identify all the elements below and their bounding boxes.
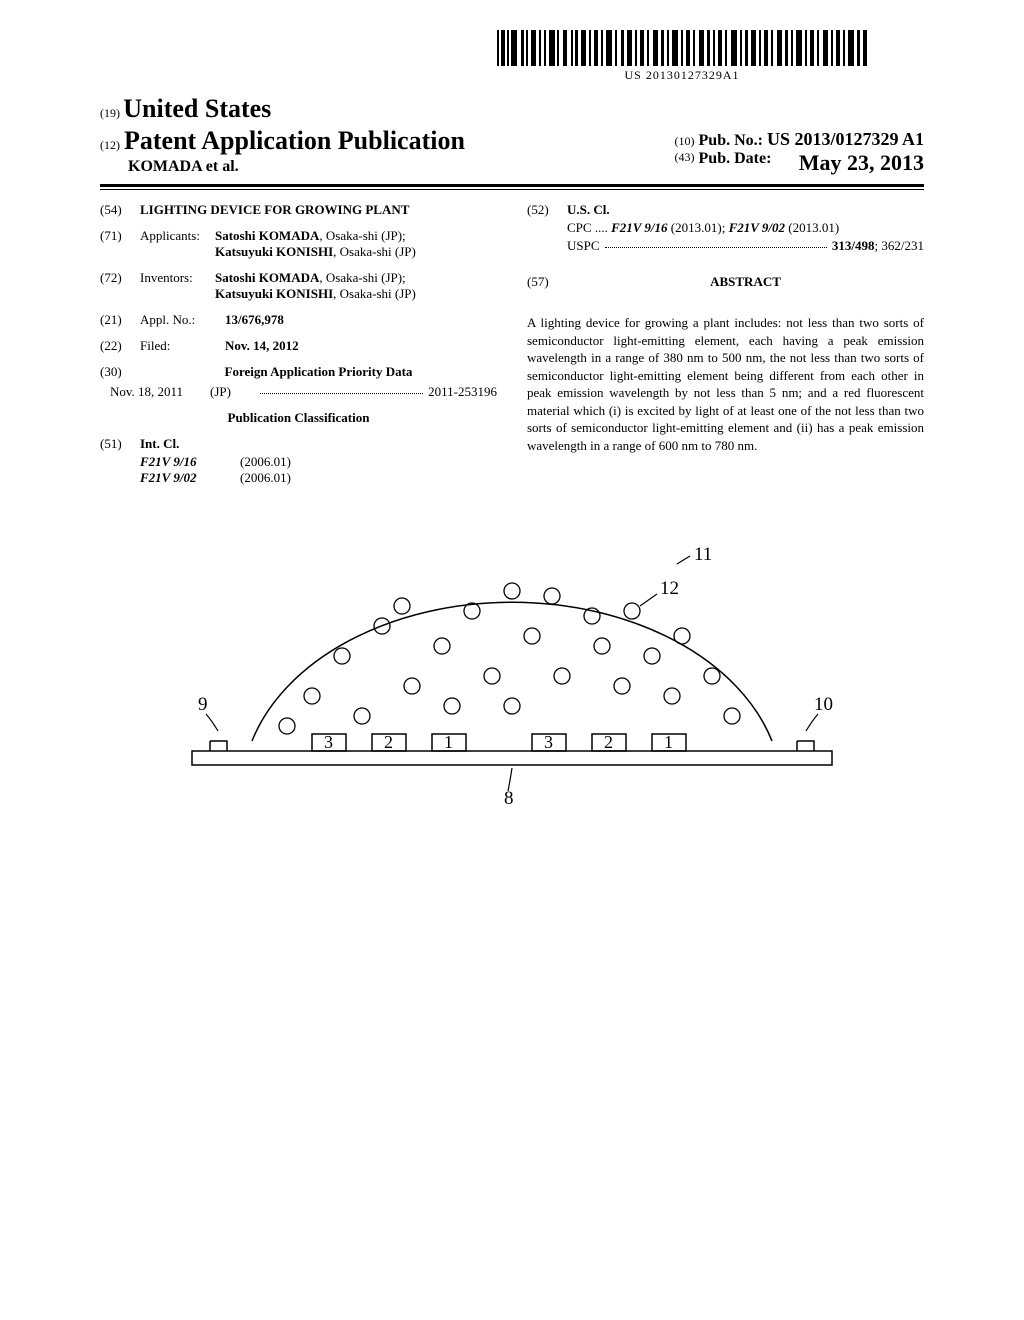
title-num: (54) <box>100 202 140 218</box>
abstract-heading: ABSTRACT <box>567 274 924 290</box>
foreign-priority-heading: Foreign Application Priority Data <box>140 364 497 380</box>
barcode-number: US 20130127329A1 <box>497 68 867 83</box>
pub-date-prefix: (43) <box>675 150 695 176</box>
applno-value: 13/676,978 <box>225 312 497 328</box>
inventors-num: (72) <box>100 270 140 302</box>
priority-country: (JP) <box>210 384 255 400</box>
priority-row: Nov. 18, 2011 (JP) 2011-253196 <box>100 384 497 400</box>
country-prefix: (19) <box>100 106 120 120</box>
priority-date: Nov. 18, 2011 <box>110 384 210 400</box>
foreign-priority-heading-row: (30) Foreign Application Priority Data <box>100 364 497 380</box>
pub-no-value: US 2013/0127329 A1 <box>767 129 924 149</box>
intcl-num: (51) <box>100 436 140 452</box>
doc-header: (19) United States (12) Patent Applicati… <box>100 94 924 190</box>
pub-date-value: May 23, 2013 <box>799 150 924 176</box>
authors-header: KOMADA et al. <box>100 158 675 176</box>
svg-text:2: 2 <box>384 732 393 752</box>
svg-text:12: 12 <box>660 578 679 599</box>
applicants-field: (71) Applicants: Satoshi KOMADA, Osaka-s… <box>100 228 497 260</box>
country: United States <box>123 94 271 123</box>
dotted-leader <box>605 238 827 248</box>
applicants-label: Applicants: <box>140 228 215 260</box>
header-rule-thin <box>100 189 924 190</box>
svg-text:3: 3 <box>544 732 553 752</box>
pub-no-label: Pub. No.: <box>699 132 763 149</box>
abstract-block: (57) ABSTRACT A lighting device for grow… <box>527 274 924 454</box>
uscl-field: (52) U.S. Cl. <box>527 202 924 218</box>
inventors-field: (72) Inventors: Satoshi KOMADA, Osaka-sh… <box>100 270 497 302</box>
inventors-label: Inventors: <box>140 270 215 302</box>
svg-text:2: 2 <box>604 732 613 752</box>
patent-figure: 3 2 1 3 2 1 11 <box>100 546 924 811</box>
uscl-num: (52) <box>527 202 567 218</box>
intcl-table: F21V 9/16(2006.01) F21V 9/02(2006.01) <box>140 454 497 486</box>
pub-classification-heading: Publication Classification <box>100 410 497 426</box>
svg-text:1: 1 <box>444 732 453 752</box>
filed-value: Nov. 14, 2012 <box>225 338 497 354</box>
applno-label: Appl. No.: <box>140 312 225 328</box>
barcode-area: US 20130127329A1 <box>440 30 924 84</box>
svg-text:1: 1 <box>664 732 673 752</box>
right-column: (52) U.S. Cl. CPC .... F21V 9/16 (2013.0… <box>527 202 924 486</box>
applno-num: (21) <box>100 312 140 328</box>
svg-text:11: 11 <box>694 546 712 565</box>
filed-field: (22) Filed: Nov. 14, 2012 <box>100 338 497 354</box>
title-text: LIGHTING DEVICE FOR GROWING PLANT <box>140 202 497 218</box>
pub-type: Patent Application Publication <box>124 126 465 155</box>
uscl-label: U.S. Cl. <box>567 202 924 218</box>
abstract-text: A lighting device for growing a plant in… <box>527 314 924 454</box>
uspc-label: USPC <box>567 238 600 254</box>
foreign-priority-num: (30) <box>100 364 140 380</box>
biblio-columns: (54) LIGHTING DEVICE FOR GROWING PLANT (… <box>100 202 924 486</box>
dotted-leader <box>260 384 423 394</box>
priority-appnum: 2011-253196 <box>428 384 497 400</box>
inventors-content: Satoshi KOMADA, Osaka-shi (JP); Katsuyuk… <box>215 270 497 302</box>
cpc-line: CPC .... F21V 9/16 (2013.01); F21V 9/02 … <box>527 220 924 236</box>
pub-date-label: Pub. Date: <box>699 150 772 176</box>
uspc-line: USPC 313/498; 362/231 <box>527 238 924 254</box>
left-column: (54) LIGHTING DEVICE FOR GROWING PLANT (… <box>100 202 497 486</box>
title-field: (54) LIGHTING DEVICE FOR GROWING PLANT <box>100 202 497 218</box>
filed-num: (22) <box>100 338 140 354</box>
svg-text:3: 3 <box>324 732 333 752</box>
intcl-field: (51) Int. Cl. <box>100 436 497 452</box>
svg-text:8: 8 <box>504 788 514 806</box>
uspc-value: 313/498; 362/231 <box>832 238 924 254</box>
applno-field: (21) Appl. No.: 13/676,978 <box>100 312 497 328</box>
abstract-num: (57) <box>527 274 567 314</box>
pub-no-prefix: (10) <box>675 134 695 148</box>
header-rule-thick <box>100 184 924 187</box>
barcode: US 20130127329A1 <box>497 30 867 83</box>
pub-type-prefix: (12) <box>100 138 120 152</box>
svg-text:9: 9 <box>198 694 208 715</box>
filed-label: Filed: <box>140 338 225 354</box>
svg-text:10: 10 <box>814 694 833 715</box>
applicants-content: Satoshi KOMADA, Osaka-shi (JP); Katsuyuk… <box>215 228 497 260</box>
applicants-num: (71) <box>100 228 140 260</box>
intcl-label: Int. Cl. <box>140 436 497 452</box>
